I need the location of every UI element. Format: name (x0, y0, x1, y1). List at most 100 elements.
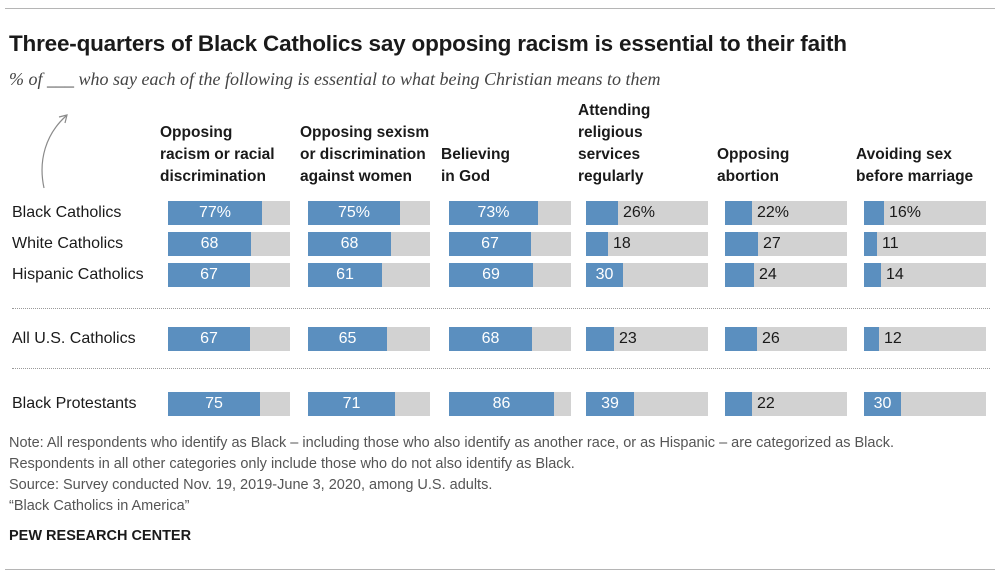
note-line: Source: Survey conducted Nov. 19, 2019-J… (9, 477, 493, 493)
bar-track: 12 (864, 327, 986, 351)
bar-track: 16% (864, 201, 986, 225)
bar-value-label: 14 (886, 266, 904, 283)
bar-value-label: 11 (882, 235, 899, 252)
chart-subtitle: % of ___ who say each of the following i… (9, 69, 661, 89)
bar-track: 68 (449, 327, 571, 351)
bar-value-label: 68 (481, 330, 500, 347)
row-label-hispanic-catholics: Hispanic Catholics (12, 266, 144, 283)
bar-all-u-s-catholics-col4 (586, 327, 614, 351)
bar-value-label: 77% (198, 204, 232, 221)
bar-value-label: 68 (340, 235, 359, 252)
bar-value-label: 24 (759, 266, 777, 283)
bar-hispanic-catholics-col6 (864, 263, 881, 287)
chart-title: Three-quarters of Black Catholics say op… (9, 31, 847, 56)
bar-value-label: 67 (200, 330, 218, 347)
bar-track: 67 (168, 327, 290, 351)
bar-black-protestants-col1 (168, 392, 260, 416)
bar-black-catholics-col1 (168, 201, 262, 225)
bar-track: 77% (168, 201, 290, 225)
bar-value-label: 22 (757, 395, 775, 412)
bar-value-label: 30 (873, 395, 892, 412)
bar-all-u-s-catholics-col3 (449, 327, 532, 351)
bar-value-label: 18 (613, 235, 631, 252)
bar-track: 11 (864, 232, 986, 256)
note-line: Note: All respondents who identify as Bl… (9, 435, 894, 451)
bar-value-label: 26% (623, 204, 656, 221)
bar-value-label: 27 (763, 235, 781, 252)
bar-value-label: 69 (482, 266, 500, 283)
column-header-opposing-racism-or-racial-discrimination: Opposing racism or racial discrimination (160, 124, 275, 185)
top-rule (5, 8, 995, 9)
bar-white-catholics-col6 (864, 232, 877, 256)
bar-value-label: 67 (200, 266, 218, 283)
bottom-rule (5, 569, 995, 570)
bar-hispanic-catholics-col3 (449, 263, 533, 287)
bar-black-catholics-col3 (449, 201, 538, 225)
column-header-avoiding-sex-before-marriage: Avoiding sex before marriage (856, 146, 974, 185)
bar-black-protestants-col6 (864, 392, 901, 416)
bar-value-label: 71 (342, 395, 361, 412)
bar-value-label: 39 (601, 395, 619, 412)
bar-track: 39 (586, 392, 708, 416)
note-line: Respondents in all other categories only… (9, 456, 575, 472)
bar-track: 14 (864, 263, 986, 287)
bar-track: 30 (586, 263, 708, 287)
bar-value-label: 22% (757, 204, 790, 221)
bar-white-catholics-col2 (308, 232, 391, 256)
bar-track: 75% (308, 201, 430, 225)
bar-black-catholics-col6 (864, 201, 884, 225)
bar-track: 73% (449, 201, 571, 225)
bar-white-catholics-col1 (168, 232, 251, 256)
bar-track: 67 (449, 232, 571, 256)
bar-black-protestants-col2 (308, 392, 395, 416)
bar-all-u-s-catholics-col6 (864, 327, 879, 351)
bar-all-u-s-catholics-col1 (168, 327, 250, 351)
row-label-black-protestants: Black Protestants (12, 395, 137, 412)
note-line: “Black Catholics in America” (9, 498, 190, 514)
bar-track: 68 (308, 232, 430, 256)
column-header-opposing-abortion: Opposing abortion (717, 146, 790, 185)
bar-track: 18 (586, 232, 708, 256)
curved-arrow-icon (41, 114, 68, 189)
bar-track: 26% (586, 201, 708, 225)
bar-track: 86 (449, 392, 571, 416)
bar-track: 75 (168, 392, 290, 416)
bar-black-protestants-col5 (725, 392, 752, 416)
bar-value-label: 65 (338, 330, 357, 347)
row-label-black-catholics: Black Catholics (12, 204, 122, 221)
bar-value-label: 23 (619, 330, 637, 347)
bar-track: 67 (168, 263, 290, 287)
group-divider (12, 368, 990, 369)
bar-white-catholics-col5 (725, 232, 758, 256)
bar-black-catholics-col4 (586, 201, 618, 225)
bar-track: 27 (725, 232, 847, 256)
bar-all-u-s-catholics-col5 (725, 327, 757, 351)
column-header-opposing-sexism-or-discrimination-against-women: Opposing sexism or discrimination agains… (300, 124, 430, 185)
bar-value-label: 26 (762, 330, 780, 347)
bar-black-protestants-col4 (586, 392, 634, 416)
bar-track: 65 (308, 327, 430, 351)
bar-black-protestants-col3 (449, 392, 554, 416)
bar-track: 30 (864, 392, 986, 416)
organization-credit: PEW RESEARCH CENTER (9, 528, 192, 544)
bar-track: 71 (308, 392, 430, 416)
bar-track: 23 (586, 327, 708, 351)
bar-value-label: 73% (477, 204, 510, 221)
bar-value-label: 86 (492, 395, 511, 412)
bar-value-label: 16% (889, 204, 922, 221)
bar-all-u-s-catholics-col2 (308, 327, 387, 351)
bar-value-label: 61 (336, 266, 354, 283)
bar-track: 69 (449, 263, 571, 287)
bar-white-catholics-col3 (449, 232, 531, 256)
bar-black-catholics-col2 (308, 201, 400, 225)
bar-track: 22 (725, 392, 847, 416)
bar-white-catholics-col4 (586, 232, 608, 256)
bar-value-label: 67 (481, 235, 499, 252)
bar-track: 26 (725, 327, 847, 351)
bar-value-label: 30 (595, 266, 614, 283)
bar-value-label: 12 (884, 330, 902, 347)
bar-value-label: 75% (337, 204, 371, 221)
bar-hispanic-catholics-col1 (168, 263, 250, 287)
bar-track: 68 (168, 232, 290, 256)
bar-track: 24 (725, 263, 847, 287)
